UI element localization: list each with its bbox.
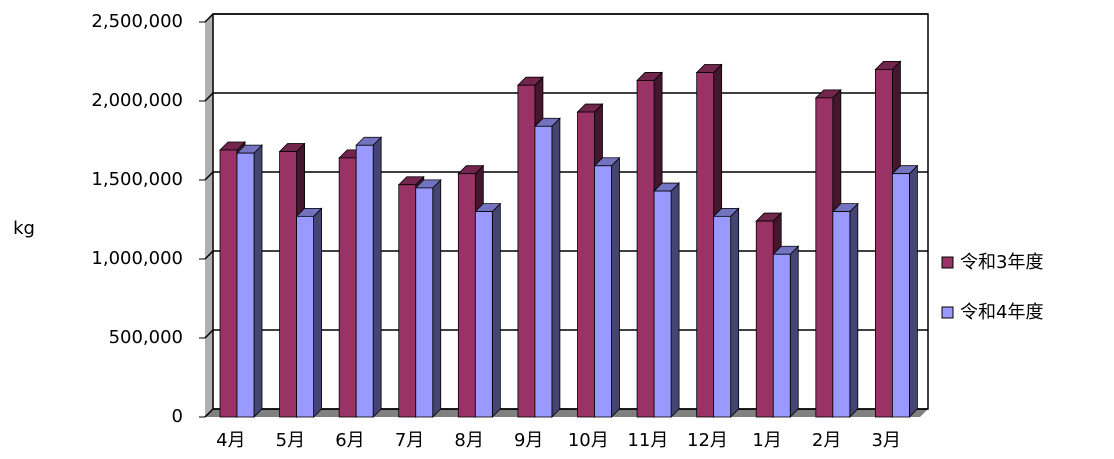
y-tick-label: 2,500,000 xyxy=(91,11,183,32)
bar-front xyxy=(696,72,715,418)
bar-side xyxy=(789,245,799,418)
x-tick-label: 5月 xyxy=(276,430,305,451)
bar-front xyxy=(875,69,893,418)
x-tick-label: 4月 xyxy=(216,430,245,451)
bar xyxy=(355,136,383,418)
x-tick-label: 2月 xyxy=(812,430,841,451)
grid-line xyxy=(204,171,928,181)
bar xyxy=(653,182,681,418)
bar-front xyxy=(398,184,417,418)
x-tick-label: 1月 xyxy=(752,430,781,451)
bar-side xyxy=(491,202,501,418)
bar xyxy=(891,164,919,418)
grid-line xyxy=(204,408,928,418)
y-tick-label: 500,000 xyxy=(109,327,183,348)
bar-front xyxy=(653,190,672,418)
bar xyxy=(772,245,800,418)
bar-side xyxy=(551,117,561,418)
x-tick-label: 6月 xyxy=(335,430,364,451)
legend-label: 令和3年度 xyxy=(960,252,1043,273)
bar-front xyxy=(636,80,655,418)
bar-side xyxy=(611,156,620,418)
side-wall xyxy=(205,14,213,417)
bar-front xyxy=(338,157,357,418)
bar xyxy=(712,207,740,418)
grid-line xyxy=(204,329,928,339)
bar-front xyxy=(815,97,834,418)
x-tick-label: 8月 xyxy=(454,430,483,451)
bar-front xyxy=(457,173,476,418)
bar-front xyxy=(892,173,910,418)
y-tick-label: 1,000,000 xyxy=(91,248,183,269)
back-wall xyxy=(212,13,929,410)
bar xyxy=(831,202,859,418)
x-tick-label: 7月 xyxy=(395,430,424,451)
legend-swatch xyxy=(941,256,954,269)
bar-front xyxy=(474,211,493,418)
bar-side xyxy=(253,144,263,418)
y-tick-label: 0 xyxy=(172,406,183,427)
floor xyxy=(205,409,928,417)
bar xyxy=(295,207,323,418)
bar xyxy=(414,178,442,418)
legend-swatch xyxy=(941,306,954,319)
y-axis-label: kg xyxy=(13,218,35,239)
bar-side xyxy=(432,178,442,418)
bar-front xyxy=(832,211,851,418)
y-tick-label: 1,500,000 xyxy=(91,169,183,190)
bar-side xyxy=(313,207,322,418)
bar-front xyxy=(755,220,774,418)
x-tick-label: 12月 xyxy=(687,430,728,451)
legend-label: 令和4年度 xyxy=(960,302,1043,323)
bar-front xyxy=(517,84,536,418)
bar-front xyxy=(296,215,314,418)
bar-side xyxy=(730,207,740,418)
grid-line xyxy=(204,250,928,260)
bar-front xyxy=(577,111,595,418)
bar-front xyxy=(415,187,434,418)
bar xyxy=(474,202,502,418)
bar xyxy=(593,156,621,418)
grid-line xyxy=(204,92,928,102)
x-tick-label: 10月 xyxy=(568,430,609,451)
bar xyxy=(533,117,561,418)
bar-front xyxy=(713,215,732,418)
bar-side xyxy=(849,202,859,418)
bar-front xyxy=(236,152,255,418)
bar-front xyxy=(772,253,791,418)
x-tick-label: 9月 xyxy=(514,430,543,451)
x-tick-label: 3月 xyxy=(871,430,900,451)
y-tick-label: 2,000,000 xyxy=(91,90,183,111)
bar-front xyxy=(219,149,238,418)
bar-side xyxy=(909,164,918,418)
bar-side xyxy=(372,136,382,418)
bar-side xyxy=(670,182,680,418)
bar xyxy=(236,144,263,418)
grid-line xyxy=(204,13,928,23)
x-tick-label: 11月 xyxy=(627,430,668,451)
bar-front xyxy=(355,144,374,418)
bar-front xyxy=(594,165,612,418)
bar-front xyxy=(279,151,297,418)
bar-front xyxy=(534,125,553,418)
